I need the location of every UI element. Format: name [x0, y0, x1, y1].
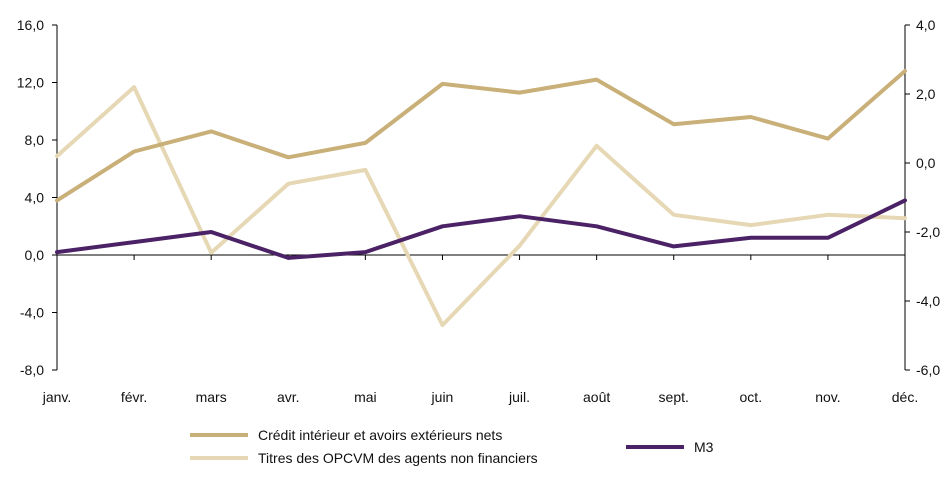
right-tick-label: 0,0	[916, 155, 936, 171]
x-tick-label: juin	[431, 389, 454, 405]
left-tick-label: 8,0	[25, 132, 45, 148]
left-tick-label: -4,0	[20, 305, 44, 321]
left-tick-label: 0,0	[25, 247, 45, 263]
x-tick-label: déc.	[892, 389, 918, 405]
legend-swatch-m3	[626, 445, 684, 449]
right-tick-label: -2,0	[916, 224, 940, 240]
right-tick-label: -4,0	[916, 293, 940, 309]
x-tick-label: août	[583, 389, 610, 405]
right-tick-label: 2,0	[916, 86, 936, 102]
series-line-credit	[55, 69, 907, 203]
legend-swatch-opcvm	[190, 456, 248, 460]
legend-item-m3: M3	[626, 439, 713, 455]
x-tick-label: mars	[196, 389, 227, 405]
axes: 16,0 12,0 8,0 4,0 0,0 -4,0 -8,0 4,0 2,0 0,0 -2,0 -4…	[17, 17, 941, 405]
legend-swatch-credit	[190, 433, 248, 437]
right-tick-label: 4,0	[916, 17, 936, 33]
left-tick-label: 4,0	[25, 190, 45, 206]
legend-label-m3: M3	[694, 439, 714, 455]
x-tick-label: oct.	[740, 389, 763, 405]
x-tick-label: janv.	[42, 389, 72, 405]
x-tick-label: avr.	[277, 389, 300, 405]
legend-item-opcvm: Titres des OPCVM des agents non financie…	[190, 450, 538, 466]
series-line-opcvm	[55, 85, 907, 328]
legend-item-credit: Crédit intérieur et avoirs extérieurs ne…	[190, 427, 502, 443]
right-tick-label: -6,0	[916, 362, 940, 378]
legend-label-credit: Crédit intérieur et avoirs extérieurs ne…	[258, 427, 503, 443]
x-tick-label: nov.	[815, 389, 840, 405]
left-tick-label: 12,0	[17, 75, 44, 91]
series-line-m3	[55, 198, 907, 260]
x-tick-label: févr.	[121, 389, 147, 405]
series-lines	[55, 69, 907, 328]
x-tick-label: sept.	[659, 389, 689, 405]
x-tick-label: juil.	[508, 389, 530, 405]
x-tick-label: mai	[354, 389, 377, 405]
left-tick-label: -8,0	[20, 362, 44, 378]
legend-label-opcvm: Titres des OPCVM des agents non financie…	[258, 450, 538, 466]
left-tick-label: 16,0	[17, 17, 44, 33]
